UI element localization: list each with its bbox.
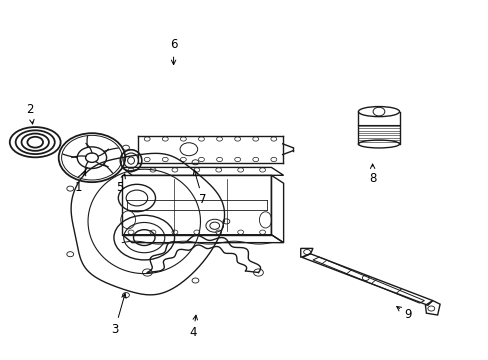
Text: 3: 3: [111, 293, 126, 336]
Text: 1: 1: [74, 171, 85, 194]
Text: 8: 8: [368, 164, 376, 185]
Text: 6: 6: [169, 39, 177, 64]
Text: 7: 7: [193, 170, 206, 206]
Text: 2: 2: [26, 103, 34, 124]
Text: 5: 5: [116, 174, 125, 194]
Text: 4: 4: [189, 315, 197, 339]
Text: 9: 9: [396, 306, 411, 321]
